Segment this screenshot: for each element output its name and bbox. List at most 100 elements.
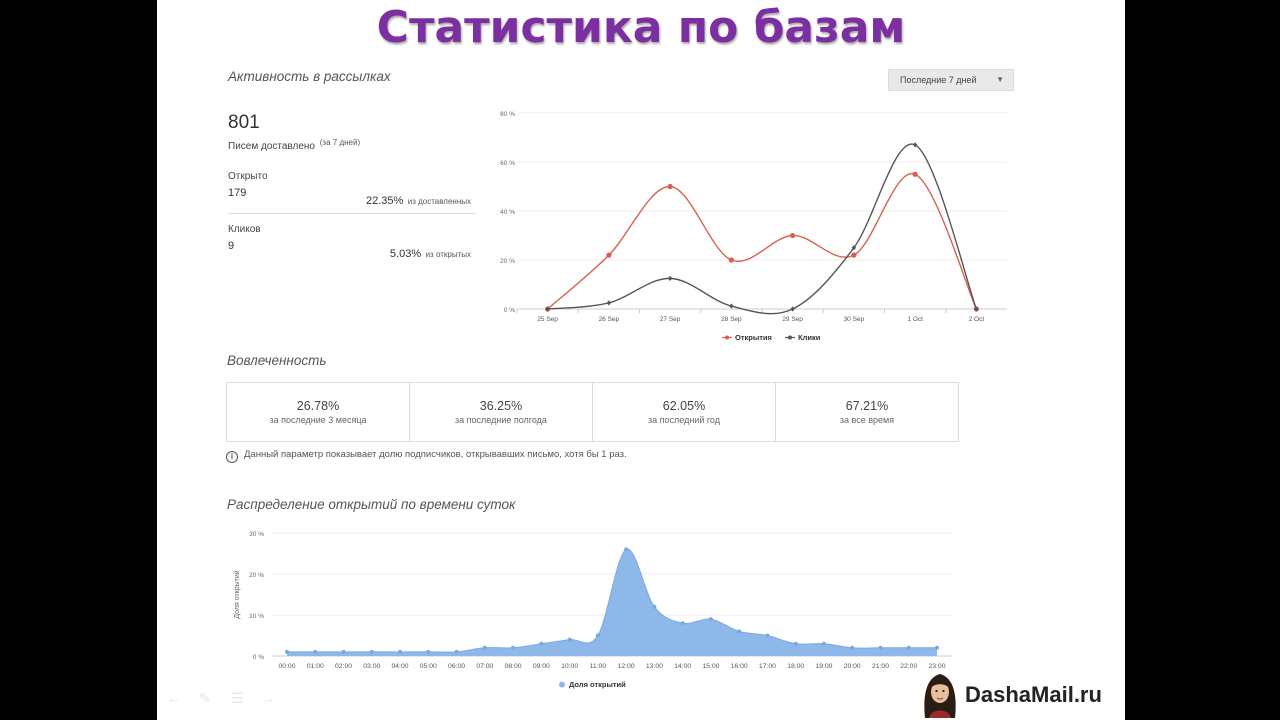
x-tick-label: 1 Oct	[907, 316, 923, 323]
y-tick-label: 20 %	[500, 258, 515, 265]
data-point	[567, 637, 572, 642]
data-point	[595, 633, 600, 638]
engagement-value: 26.78%	[296, 399, 340, 413]
legend-label: Открытия	[735, 333, 772, 342]
data-point	[851, 245, 857, 251]
engagement-info-text: Данный параметр показывает долю подписчи…	[244, 449, 627, 460]
x-tick-label: 30 Sep	[844, 316, 865, 323]
clicks-percent: 5.03%	[389, 248, 422, 260]
x-tick-label: 08:00	[505, 663, 522, 670]
data-point	[426, 649, 431, 654]
dashamail-avatar-logo	[924, 674, 956, 718]
x-tick-label: 27 Sep	[660, 316, 681, 323]
data-point	[606, 300, 612, 306]
slide-title: Статистика по базам	[376, 2, 906, 53]
engagement-label: за последний год	[648, 415, 720, 425]
engagement-card: 62.05% за последний год	[593, 383, 776, 441]
data-point	[667, 275, 673, 281]
data-point	[369, 649, 374, 654]
data-point	[482, 645, 487, 650]
period-dropdown[interactable]: Последние 7 дней ▼	[888, 69, 1014, 91]
x-tick-label: 02:00	[335, 663, 352, 670]
x-tick-label: 09:00	[533, 663, 550, 670]
engagement-label: за все время	[839, 415, 895, 425]
opened-percent-row: 22.35% из доставленных	[366, 191, 471, 209]
data-point	[851, 252, 857, 258]
x-tick-label: 12:00	[618, 663, 635, 670]
legend-marker	[559, 681, 565, 688]
x-tick-label: 19:00	[815, 663, 832, 670]
period-dropdown-value: Последние 7 дней	[900, 75, 977, 85]
engagement-label: за последние полгода	[455, 415, 547, 425]
legend-marker	[788, 335, 792, 340]
data-point	[935, 645, 939, 650]
x-tick-label: 01:00	[307, 663, 324, 670]
legend-label: Клики	[798, 333, 821, 342]
slide: Статистика по базам Активность в рассылк…	[157, 0, 1125, 720]
delivered-count: 801	[228, 112, 260, 133]
x-tick-label: 10:00	[561, 663, 578, 670]
clicks-percent-note: из открытых	[425, 250, 471, 259]
x-tick-label: 22:00	[900, 663, 917, 670]
data-point	[606, 252, 612, 258]
data-point	[878, 645, 883, 650]
data-point	[912, 142, 918, 148]
data-point	[539, 641, 544, 646]
arrow-left-icon[interactable]: ←	[167, 690, 181, 706]
pen-icon[interactable]: ✎	[199, 690, 211, 706]
x-tick-label: 05:00	[420, 663, 437, 670]
data-point	[624, 547, 629, 552]
divider	[228, 213, 476, 214]
x-tick-label: 2 Oct	[969, 316, 985, 323]
x-tick-label: 11:00	[590, 663, 607, 670]
data-point	[511, 645, 516, 650]
clicks-percent-row: 5.03% из открытых	[390, 244, 471, 262]
data-point	[850, 645, 855, 650]
y-tick-label: 20 %	[249, 572, 264, 579]
opened-percent: 22.35%	[365, 195, 404, 207]
x-tick-label: 00:00	[278, 663, 295, 670]
y-tick-label: 0 %	[504, 307, 515, 314]
engagement-card: 67.21% за все время	[776, 383, 958, 441]
x-tick-label: 17:00	[759, 663, 776, 670]
area-fill	[287, 549, 937, 656]
data-point	[790, 232, 796, 239]
chevron-down-icon: ▼	[996, 75, 1004, 84]
data-point	[285, 649, 289, 654]
data-point	[341, 649, 346, 654]
delivered-label-text: Писем доставлено	[228, 141, 315, 152]
x-tick-label: 07:00	[476, 663, 493, 670]
data-point	[906, 645, 911, 650]
engagement-value: 62.05%	[662, 399, 706, 413]
data-point	[821, 641, 826, 646]
brand-name: DashaMail.ru	[965, 682, 1102, 707]
data-point	[398, 649, 403, 654]
engagement-value: 36.25%	[479, 399, 523, 413]
engagement-panel: 26.78% за последние 3 месяца 36.25% за п…	[226, 382, 959, 442]
engagement-label: за последние 3 месяца	[269, 415, 367, 425]
x-tick-label: 03:00	[363, 663, 380, 670]
info-icon: i	[226, 451, 238, 463]
opened-percent-note: из доставленных	[407, 197, 471, 206]
series-line-clicks	[547, 143, 978, 315]
data-point	[974, 306, 979, 312]
engagement-value: 67.21%	[845, 399, 889, 413]
x-tick-label: 18:00	[787, 663, 804, 670]
arrow-right-icon[interactable]: →	[261, 690, 275, 706]
distribution-section-title: Распределение открытий по времени суток	[227, 497, 516, 512]
data-point	[708, 617, 713, 622]
clicks-label: Кликов	[228, 224, 261, 235]
y-tick-label: 30 %	[249, 531, 264, 538]
hourly-area-chart: 0 % 10 % 20 % 30 % Доля открытий 00:00 01:00 02…	[233, 531, 953, 689]
data-point	[545, 306, 550, 312]
engagement-section-title: Вовлеченность	[227, 353, 327, 368]
data-point	[793, 641, 798, 646]
data-point	[912, 171, 918, 177]
x-tick-label: 25 Sep	[537, 316, 558, 323]
data-point	[737, 629, 742, 634]
data-point	[454, 649, 459, 654]
data-point	[728, 257, 734, 263]
menu-icon[interactable]: ☰	[231, 690, 244, 706]
activity-section-title: Активность в рассылках	[228, 69, 391, 84]
delivered-period: (за 7 дней)	[319, 138, 361, 147]
